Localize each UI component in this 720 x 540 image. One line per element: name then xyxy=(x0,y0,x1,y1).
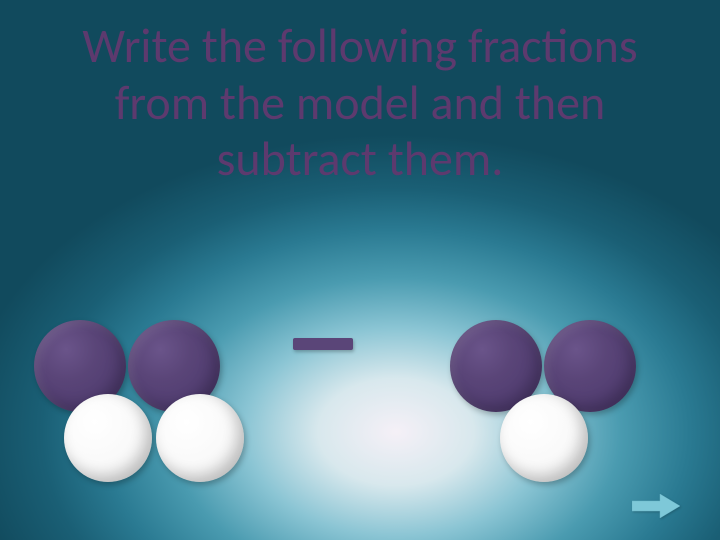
arrow-right-icon xyxy=(632,494,680,518)
instruction-text: Write the following fractions from the m… xyxy=(82,16,637,188)
instruction-title: Write the following fractions from the m… xyxy=(40,18,680,188)
circle-empty xyxy=(64,394,152,482)
next-arrow-button[interactable] xyxy=(632,494,680,518)
minus-operator xyxy=(293,338,353,350)
fraction-model-row xyxy=(0,320,720,500)
circle-empty xyxy=(156,394,244,482)
circle-empty xyxy=(500,394,588,482)
